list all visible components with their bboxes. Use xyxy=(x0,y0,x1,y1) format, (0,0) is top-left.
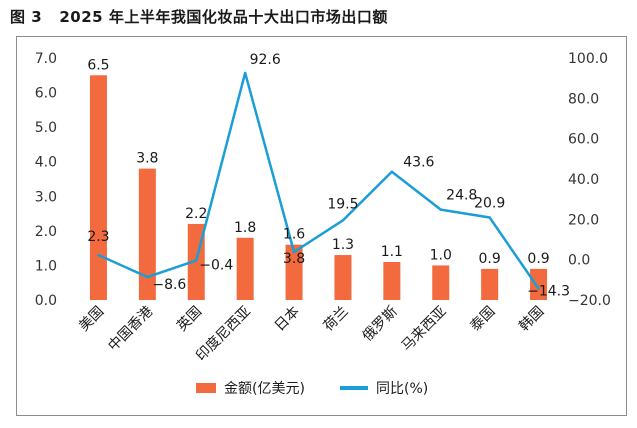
left-axis-tick-label: 3.0 xyxy=(35,189,57,205)
line-point xyxy=(292,250,296,254)
right-axis-tick-label: 100.0 xyxy=(568,51,608,67)
line-series xyxy=(97,71,540,290)
left-axis-tick-label: 6.0 xyxy=(35,86,57,102)
bar-value-label: 0.9 xyxy=(479,251,501,267)
left-axis-tick-label: 5.0 xyxy=(35,120,57,136)
bar-data-labels: 6.5 3.8 2.2 1.8 1.6 1.3 1.1 1.0 0.9 0.9 xyxy=(87,57,549,267)
bar xyxy=(285,244,303,300)
category-label: 马来西亚 xyxy=(399,304,450,355)
line-value-label: 43.6 xyxy=(403,155,434,171)
line-value-label: 24.8 xyxy=(446,188,477,204)
line-value-label: −0.4 xyxy=(199,257,233,273)
line-value-label: −8.6 xyxy=(152,277,186,293)
bar-value-label: 1.8 xyxy=(234,220,256,236)
category-label: 中国香港 xyxy=(105,304,156,355)
right-axis: −20.0 0.0 20.0 40.0 60.0 80.0 100.0 xyxy=(568,51,611,309)
left-axis-tick-label: 7.0 xyxy=(35,51,57,67)
line-value-label: 19.5 xyxy=(327,196,358,212)
right-axis-tick-label: −20.0 xyxy=(568,293,611,309)
right-axis-tick-label: 20.0 xyxy=(568,212,599,228)
line-point xyxy=(488,216,491,219)
legend-bar-label: 金额(亿美元) xyxy=(224,381,305,397)
bar xyxy=(481,268,499,300)
bar-value-label: 6.5 xyxy=(87,57,109,73)
bar-value-label: 1.0 xyxy=(430,247,452,263)
line-value-label: 3.8 xyxy=(283,251,305,267)
bar-value-label: 1.3 xyxy=(332,237,354,253)
category-label: 韩国 xyxy=(516,304,547,335)
right-axis-tick-label: 60.0 xyxy=(568,132,599,148)
right-axis-tick-label: 80.0 xyxy=(568,91,599,107)
bar-value-label: 3.8 xyxy=(136,151,158,167)
right-axis-tick-label: 0.0 xyxy=(568,253,590,269)
left-axis-tick-label: 4.0 xyxy=(35,155,57,171)
chart-frame xyxy=(16,36,627,416)
figure-title-text: 2025 年上半年我国化妆品十大出口市场出口额 xyxy=(59,8,388,26)
line-point xyxy=(537,287,540,290)
legend: 金额(亿美元) 同比(%) xyxy=(196,381,428,397)
bar xyxy=(89,75,107,301)
line-point xyxy=(97,253,100,257)
line-point xyxy=(341,219,345,222)
legend-bar-swatch xyxy=(196,383,216,393)
line-point xyxy=(439,208,442,211)
left-axis-tick-label: 0.0 xyxy=(35,293,57,309)
figure-number: 图 3 xyxy=(10,8,43,26)
bar xyxy=(236,237,254,300)
line-point xyxy=(195,259,198,262)
line-value-label: 92.6 xyxy=(250,52,281,68)
bar-value-label: 1.1 xyxy=(381,244,403,260)
line-point xyxy=(390,170,394,173)
line-path xyxy=(97,71,540,290)
category-label: 泰国 xyxy=(467,304,498,335)
left-axis-tick-label: 2.0 xyxy=(35,224,57,240)
line-value-label: 20.9 xyxy=(474,196,505,212)
category-label: 俄罗斯 xyxy=(360,304,401,345)
legend-line-label: 同比(%) xyxy=(376,381,428,397)
category-label: 日本 xyxy=(272,304,303,335)
right-axis-tick-label: 40.0 xyxy=(568,172,599,188)
bar xyxy=(138,168,156,300)
line-point xyxy=(146,275,149,279)
line-point xyxy=(243,71,247,75)
category-label: 英国 xyxy=(173,303,205,335)
line-value-label: −14.3 xyxy=(527,284,570,300)
bar-value-label: 0.9 xyxy=(527,251,549,267)
bar xyxy=(334,255,352,300)
category-label: 美国 xyxy=(76,304,107,335)
left-axis-tick-label: 1.0 xyxy=(35,258,57,274)
bar-value-label: 1.6 xyxy=(283,227,305,243)
category-label: 荷兰 xyxy=(321,304,352,335)
bar xyxy=(530,268,548,300)
left-axis: 0.0 1.0 2.0 3.0 4.0 5.0 6.0 7.0 xyxy=(35,51,57,309)
line-value-label: 2.3 xyxy=(87,229,109,245)
line-data-labels: 2.3 −8.6 −0.4 92.6 3.8 19.5 43.6 24.820.9 −14.3 xyxy=(87,52,570,300)
bar xyxy=(432,265,450,300)
bar xyxy=(383,261,401,300)
figure-title: 图 3 2025 年上半年我国化妆品十大出口市场出口额 xyxy=(10,6,388,27)
bar-series xyxy=(89,75,548,301)
bar-value-label: 2.2 xyxy=(185,206,207,222)
